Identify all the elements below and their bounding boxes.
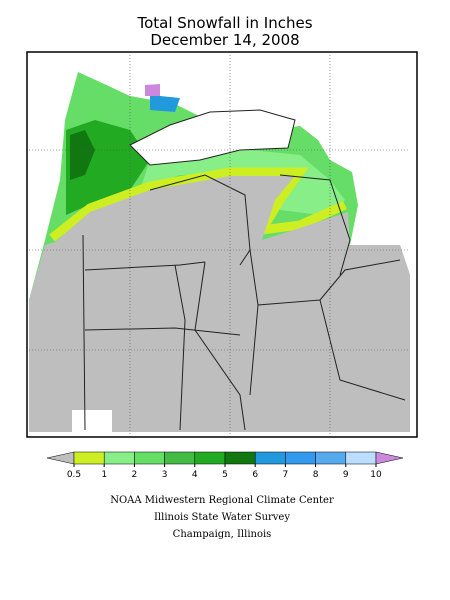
legend-low — [46, 451, 75, 465]
subtitle: December 14, 2008 — [150, 31, 299, 49]
legend-swatch — [103, 451, 135, 465]
title: Total Snowfall in Inches — [136, 14, 312, 32]
legend-swatch — [164, 451, 196, 465]
legend-label: 5 — [222, 470, 228, 480]
legend-label: 0.5 — [67, 470, 81, 480]
credit: Illinois State Water Survey — [154, 512, 290, 523]
legend-label: 2 — [132, 470, 138, 480]
credit: Champaign, Illinois — [173, 529, 272, 540]
map — [26, 51, 418, 438]
legend-swatch — [73, 451, 105, 465]
max-snow — [145, 84, 160, 96]
lake-superior — [129, 109, 296, 166]
legend-label: 1 — [101, 470, 107, 480]
legend-high — [375, 451, 404, 465]
legend-swatch — [134, 451, 165, 465]
legend-label: 7 — [283, 470, 289, 480]
legend-swatch — [345, 451, 377, 465]
legend-label: 4 — [192, 470, 198, 480]
legend: 0.5 1 2 3 4 5 6 7 8 9 10 — [46, 451, 404, 480]
legend-label: 6 — [252, 470, 258, 480]
credit: NOAA Midwestern Regional Climate Center — [110, 495, 334, 506]
legend-label: 10 — [370, 470, 382, 480]
legend-label: 9 — [343, 470, 349, 480]
legend-swatch — [254, 451, 286, 465]
blue-snow — [150, 95, 180, 112]
no-snow — [29, 176, 410, 432]
legend-label: 8 — [313, 470, 319, 480]
heavy-snow — [70, 130, 95, 180]
legend-label: 3 — [162, 470, 168, 480]
legend-swatch — [315, 451, 347, 465]
edge-band — [49, 167, 347, 242]
legend-swatch — [224, 451, 256, 465]
legend-swatch — [285, 451, 316, 465]
legend-swatch — [194, 451, 226, 465]
